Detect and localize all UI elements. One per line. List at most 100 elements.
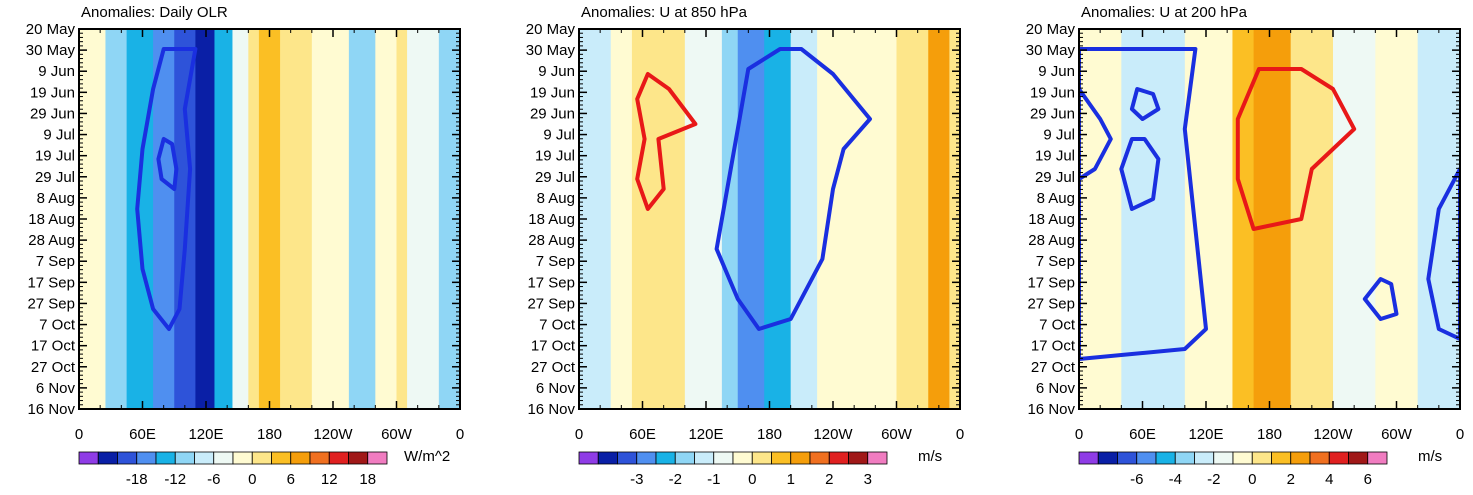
y-tick-label: 20 May [1026, 21, 1076, 38]
x-tick-label: 60E [1129, 426, 1156, 443]
colorbar: -6 -4 -2 0 2 4 6 [1078, 451, 1388, 488]
anomaly-band [928, 29, 950, 409]
colorbar-swatch [828, 451, 849, 465]
colorbar-swatch [290, 451, 311, 465]
contour-lines [135, 47, 198, 331]
colorbar-label: 0 [248, 471, 256, 488]
colorbar-swatch [1213, 451, 1234, 465]
colorbar-swatch [751, 451, 772, 465]
anomaly-band [684, 29, 723, 409]
y-tick-label: 7 Oct [1039, 317, 1076, 334]
y-tick-label: 17 Oct [31, 338, 76, 355]
y-tick-label: 19 Jun [1030, 84, 1075, 101]
y-tick-label: 17 Sep [527, 274, 575, 291]
y-tick-label: 8 Aug [37, 190, 75, 207]
x-tick-label: 120W [313, 426, 353, 443]
x-tick-label: 0 [1075, 426, 1083, 443]
x-tick-label: 120E [1188, 426, 1223, 443]
y-tick-label: 19 Jul [35, 148, 75, 165]
colorbar-swatch [194, 451, 215, 465]
colorbar-swatch [732, 451, 753, 465]
y-tick-label: 30 May [1026, 42, 1076, 59]
y-tick-label: 17 Oct [1031, 338, 1076, 355]
colorbar-label: -6 [207, 471, 220, 488]
colorbar-label: -1 [707, 471, 720, 488]
y-tick-label: 20 May [526, 21, 576, 38]
y-tick-label: 19 Jun [30, 84, 75, 101]
y-tick-label: 16 Nov [27, 401, 75, 418]
anomaly-band [1333, 29, 1376, 409]
anomaly-band [195, 29, 215, 409]
colorbar-swatch [367, 451, 388, 465]
colorbar-units: W/m^2 [404, 448, 450, 465]
colorbar-swatch [1078, 451, 1099, 465]
y-tick-label: 19 Jul [535, 148, 575, 165]
y-tick-label: 29 Jun [30, 105, 75, 122]
anomaly-band [248, 29, 260, 409]
anomaly-band [232, 29, 249, 409]
colorbar-swatch [155, 451, 176, 465]
colorbar-swatch [809, 451, 830, 465]
anomaly-band [896, 29, 929, 409]
anomaly-band [280, 29, 313, 409]
colorbar-swatch [655, 451, 676, 465]
anomaly-band [126, 29, 154, 409]
colorbar-swatch [1194, 451, 1215, 465]
y-tick-label: 9 Jun [1038, 63, 1075, 80]
colorbar-label: 6 [1364, 471, 1372, 488]
y-tick-label: 30 May [26, 42, 76, 59]
colorbar-label: -2 [669, 471, 682, 488]
colorbar-swatch [174, 451, 195, 465]
y-tick-label: 18 Aug [1028, 211, 1075, 228]
colorbar-swatch [867, 451, 888, 465]
y-tick-label: 29 Jun [1030, 105, 1075, 122]
colorbar-swatch [232, 451, 253, 465]
y-tick-label: 17 Sep [27, 274, 75, 291]
contour-blue [1119, 137, 1161, 211]
colorbar-swatch [309, 451, 330, 465]
y-tick-label: 6 Nov [1036, 380, 1076, 397]
panel-title: Anomalies: Daily OLR [81, 4, 228, 21]
x-tick-label: 0 [456, 426, 464, 443]
axes: 20 May 30 May 9 Jun 19 Jun 29 Jun 9 Jul 19 Jul… [26, 21, 464, 443]
colorbar-label: -6 [1130, 471, 1143, 488]
anomaly-band [311, 29, 350, 409]
colorbar-swatch [136, 451, 157, 465]
colorbar-swatch [1155, 451, 1176, 465]
y-tick-label: 7 Sep [1036, 253, 1075, 270]
anomaly-band [610, 29, 633, 409]
y-tick-label: 8 Aug [1037, 190, 1075, 207]
colorbar-label: 2 [825, 471, 833, 488]
anomaly-band [721, 29, 739, 409]
y-tick-label: 6 Nov [536, 380, 576, 397]
colorbar-swatch [597, 451, 618, 465]
x-tick-label: 0 [1456, 426, 1464, 443]
colorbar-label: -12 [164, 471, 186, 488]
anomaly-band [348, 29, 376, 409]
colorbar-swatch [848, 451, 869, 465]
colorbar-swatch [1367, 451, 1388, 465]
y-tick-label: 7 Oct [39, 317, 76, 334]
x-tick-label: 0 [575, 426, 583, 443]
colorbar-label: 6 [287, 471, 295, 488]
colorbar-label: 2 [1287, 471, 1295, 488]
y-tick-label: 19 Jun [530, 84, 575, 101]
axes: 20 May 30 May 9 Jun 19 Jun 29 Jun 9 Jul 19 Jul… [1026, 21, 1464, 443]
panel-olr: Anomalies: Daily OLR 20 May 30 May 9 Jun 19… [26, 4, 464, 488]
contour-lines [1079, 47, 1460, 361]
anomaly-band [631, 29, 686, 409]
y-tick-label: 29 Jul [1035, 169, 1075, 186]
y-tick-label: 7 Oct [539, 317, 576, 334]
colorbar-swatch [1251, 451, 1272, 465]
y-tick-label: 28 Aug [528, 232, 575, 249]
x-tick-label: 0 [956, 426, 964, 443]
colorbar-swatch [674, 451, 695, 465]
y-tick-label: 9 Jun [38, 63, 75, 80]
colorbar-label: 3 [864, 471, 872, 488]
contour-blue [1426, 167, 1460, 341]
anomaly-band [764, 29, 792, 409]
anomaly-band [737, 29, 765, 409]
colorbar-swatch [1136, 451, 1157, 465]
colorbar-label: 4 [1325, 471, 1333, 488]
colorbar-swatch [1097, 451, 1118, 465]
